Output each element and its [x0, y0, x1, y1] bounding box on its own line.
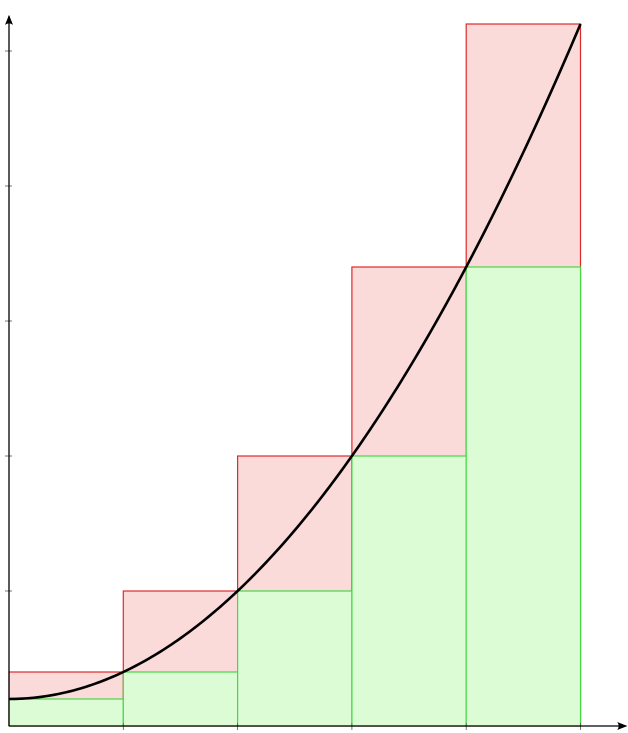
lower-rect-4: [351, 455, 467, 727]
lower-rect-5: [465, 266, 582, 727]
lower-sum-rectangles: [8, 266, 582, 727]
function-curve: [8, 23, 582, 701]
lower-rect-3: [237, 590, 353, 727]
lower-rect-2: [122, 671, 239, 727]
lower-rect-1: [8, 698, 124, 727]
